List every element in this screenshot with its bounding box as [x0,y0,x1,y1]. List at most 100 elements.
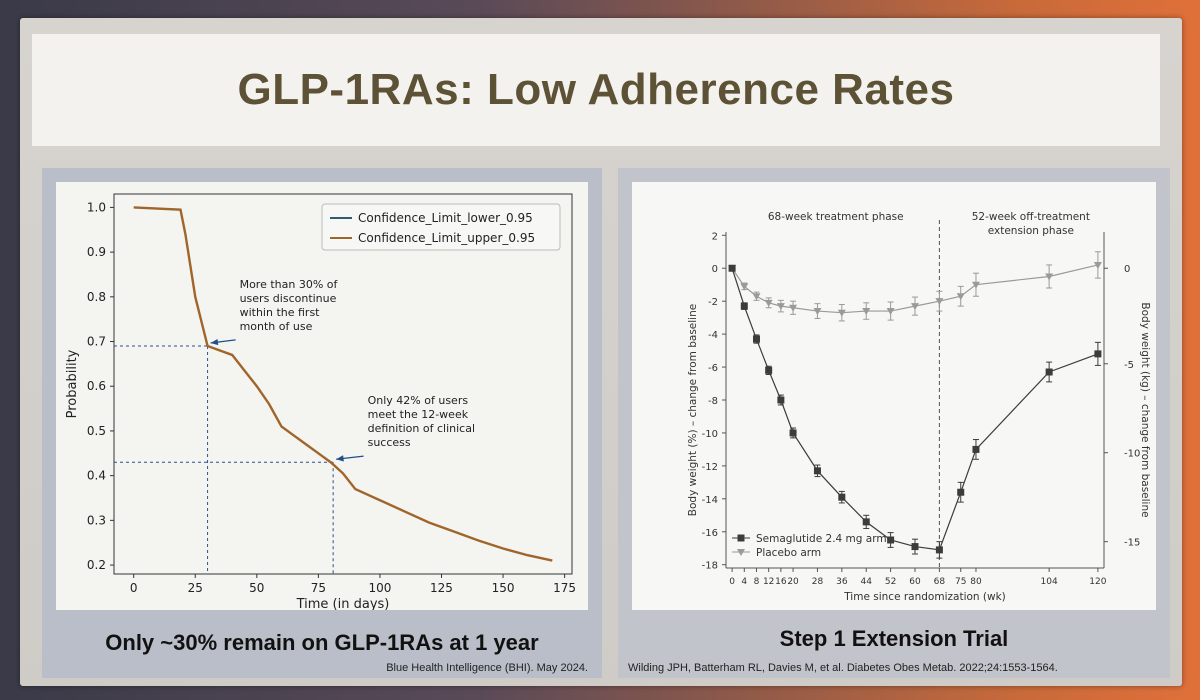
semaglutide-point [911,543,919,551]
phase-label: extension phase [988,225,1074,237]
x-tick-label: 175 [553,581,576,595]
x-tick-label: 8 [754,577,760,587]
y-tick-label: -2 [708,297,718,308]
legend-label: Confidence_Limit_upper_0.95 [358,231,535,245]
x-tick-label: 120 [1089,577,1106,587]
adherence-chart-box: 0 25 50 75 100 125 150 175 0.2 0.3 0.4 0.5 0.6 0.7 0.8… [56,182,588,612]
placebo-point [813,308,822,316]
placebo-point [862,308,871,316]
placebo-point [789,304,798,312]
annotation-text: month of use [240,320,313,333]
annotation-text: success [368,436,411,449]
y-tick-label: 0.3 [87,513,106,527]
x-tick-label: 20 [787,577,799,587]
y-right-tick-label: 0 [1124,264,1130,275]
right-source: Wilding JPH, Batterham RL, Davies M, et … [628,662,1058,674]
slide-title: GLP-1RAs: Low Adherence Rates [237,65,955,114]
x-tick-label: 75 [311,581,326,595]
phase-label: 52-week off-treatment [972,211,1090,223]
left-panel: 0 25 50 75 100 125 150 175 0.2 0.3 0.4 0.5 0.6 0.7 0.8… [42,168,602,678]
y-tick-label: 0.2 [87,558,106,572]
x-tick-label: 104 [1041,577,1058,587]
step1-chart-box: 2 0 -2 -4 -6 -8 -10 -12 -14 -16 -18 0 -5 -10 -15 0 4 8 12 1… [632,182,1156,610]
semaglutide-point [887,536,895,544]
y-tick-label: 0.7 [87,335,106,349]
semaglutide-point [740,302,748,310]
y-tick-label: -18 [702,561,718,572]
x-tick-label: 28 [812,577,824,587]
semaglutide-point [862,518,870,526]
annotation-text: More than 30% of [240,278,339,291]
semaglutide-point [972,445,980,453]
x-tick-label: 125 [430,581,453,595]
y-tick-label: -12 [702,462,718,473]
y-tick-label: 0.4 [87,469,106,483]
y-right-tick-label: -5 [1124,360,1134,371]
placebo-point [1093,261,1102,269]
y-tick-label: -10 [702,429,718,440]
adherence-chart: 0 25 50 75 100 125 150 175 0.2 0.3 0.4 0.5 0.6 0.7 0.8… [65,193,576,612]
x-tick-label: 80 [970,577,982,587]
legend-label: Confidence_Limit_lower_0.95 [358,211,533,225]
semaglutide-point [935,546,943,554]
legend-swatch-marker [737,534,745,542]
x-tick-label: 16 [775,577,787,587]
y-tick-label: -14 [702,495,718,506]
legend-box [321,203,561,251]
y-tick-label: 0.6 [87,379,106,393]
placebo-point [764,299,773,307]
y-tick-label: -4 [708,330,718,341]
x-tick-label: 25 [188,581,203,595]
x-tick-label: 4 [741,577,747,587]
title-band: GLP-1RAs: Low Adherence Rates [32,34,1160,146]
placebo-point [1045,273,1054,281]
annotation-arrowhead [210,338,219,346]
semaglutide-point [728,264,736,272]
semaglutide-point [1045,368,1053,376]
x-tick-label: 150 [492,581,515,595]
x-tick-label: 44 [860,577,872,587]
left-caption: Only ~30% remain on GLP-1RAs at 1 year [105,630,539,655]
right-caption: Step 1 Extension Trial [779,626,1009,651]
x-tick-label: 75 [955,577,966,587]
x-tick-label: 68 [934,577,946,587]
placebo-point [911,303,919,311]
placebo-point [776,303,785,311]
placebo-point [886,308,895,316]
annotation-text: Only 42% of users [368,394,469,407]
placebo-point [837,309,846,317]
phase-label: 68-week treatment phase [768,211,904,223]
semaglutide-point [957,488,965,496]
y-axis-right-label: Body weight (kg) – change from baseline [1139,302,1151,517]
x-tick-label: 60 [909,577,921,587]
semaglutide-point [765,366,773,374]
semaglutide-point [752,335,760,343]
semaglutide-point [1094,350,1102,358]
annotation-text: definition of clinical [368,422,475,435]
x-axis-label: Time (in days) [296,597,390,610]
annotation-text: meet the 12-week [368,408,469,421]
x-tick-label: 36 [836,577,848,587]
legend-label: Placebo arm [756,547,821,559]
semaglutide-point [789,429,797,437]
legend-swatch-marker [737,549,745,556]
y-right-tick-label: -15 [1124,538,1140,549]
placebo-point [971,281,980,289]
placebo-point [956,293,965,301]
y-tick-label: -6 [708,363,718,374]
y-tick-label: 0 [712,264,718,275]
annotation-arrowhead [336,455,344,462]
x-axis-label: Time since randomization (wk) [843,591,1006,603]
left-source: Blue Health Intelligence (BHI). May 2024… [386,662,588,674]
annotation-text: within the first [240,306,321,319]
plot-frame [113,193,573,575]
placebo-point [752,293,761,301]
y-axis-label: Body weight (%) – change from baseline [687,304,699,516]
x-tick-label: 0 [729,577,735,587]
x-tick-label: 50 [249,581,264,595]
y-tick-label: 0.9 [87,245,106,259]
y-tick-label: 0.5 [87,424,106,438]
right-panel: 2 0 -2 -4 -6 -8 -10 -12 -14 -16 -18 0 -5 -10 -15 0 4 8 12 1… [618,168,1170,678]
semaglutide-point [838,493,846,501]
placebo-line [731,264,1099,314]
